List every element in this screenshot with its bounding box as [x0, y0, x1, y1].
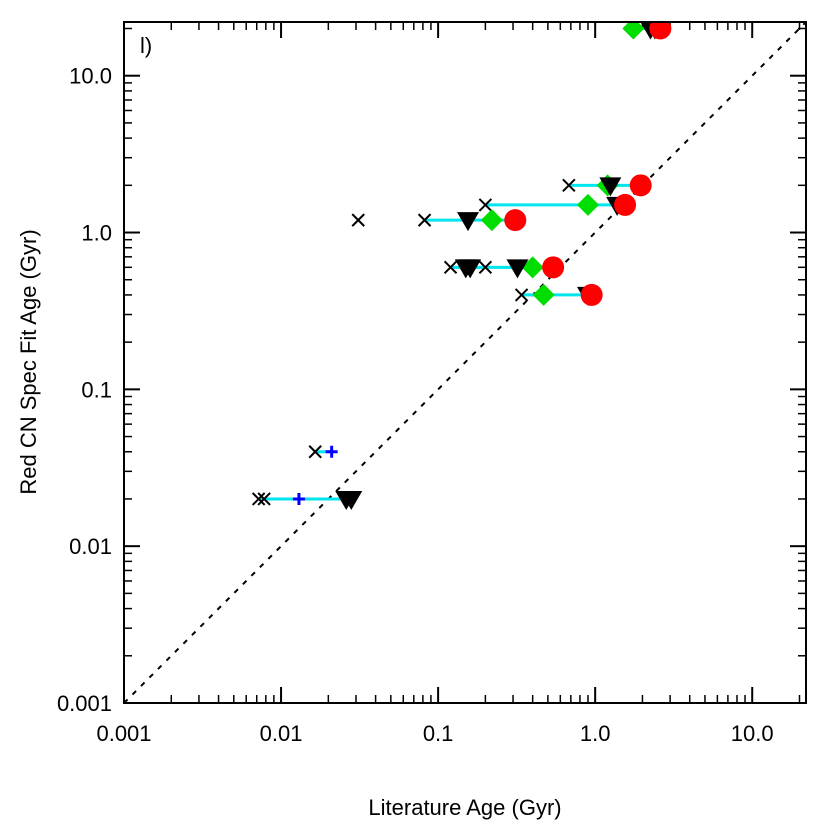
one-to-one-line [124, 22, 806, 703]
y-tick-label: 0.01 [69, 534, 112, 559]
minor-ticks [124, 22, 806, 703]
x-tick-label: 0.01 [260, 721, 303, 746]
x-axis-title: Literature Age (Gyr) [368, 795, 561, 820]
cross-marker [443, 260, 458, 275]
cross-marker [308, 445, 322, 459]
x-tick-label: 0.001 [96, 721, 151, 746]
x-tick-label: 0.1 [423, 721, 454, 746]
circle-marker [580, 283, 603, 306]
data-points [251, 22, 672, 510]
one-to-one-line-group [124, 22, 806, 703]
diamond-marker [521, 256, 544, 279]
x-tick-label: 10.0 [731, 721, 774, 746]
y-tick-label: 0.1 [81, 377, 112, 402]
cross-marker [562, 178, 576, 193]
triangle-marker [340, 490, 363, 510]
cross-marker [251, 492, 266, 506]
circle-marker [504, 209, 527, 232]
plot-frame [123, 21, 807, 704]
triangle-marker [599, 177, 622, 197]
circle-marker [542, 256, 565, 279]
cross-marker [417, 213, 432, 227]
diamond-marker [576, 193, 599, 216]
diamond-marker [622, 22, 645, 40]
cross-marker [478, 198, 493, 212]
y-tick-label: 1.0 [81, 221, 112, 246]
cross-marker [257, 492, 271, 506]
plot-area [124, 22, 806, 703]
circle-marker [614, 193, 637, 216]
cross-marker [351, 213, 365, 227]
y-tick-label: 0.001 [57, 691, 112, 716]
triangle-marker [457, 212, 480, 232]
cross-marker [514, 288, 529, 302]
triangle-marker [459, 259, 482, 279]
circle-marker [629, 174, 652, 197]
plus-marker [292, 492, 305, 505]
tick-labels: 0.001 0.01 0.1 1.0 10.0 0.001 0.01 0.1 1.0 10.0 [57, 64, 774, 746]
triangle-marker [506, 259, 529, 279]
cross-marker [478, 260, 493, 275]
diamond-marker [480, 209, 503, 232]
plus-marker [325, 445, 338, 458]
diamond-marker [532, 283, 555, 306]
x-tick-label: 1.0 [580, 721, 611, 746]
y-axis-title: Red CN Spec Fit Age (Gyr) [16, 229, 41, 494]
y-tick-label: 10.0 [69, 64, 112, 89]
panel-label: l) [140, 33, 152, 58]
circle-marker [649, 22, 672, 40]
